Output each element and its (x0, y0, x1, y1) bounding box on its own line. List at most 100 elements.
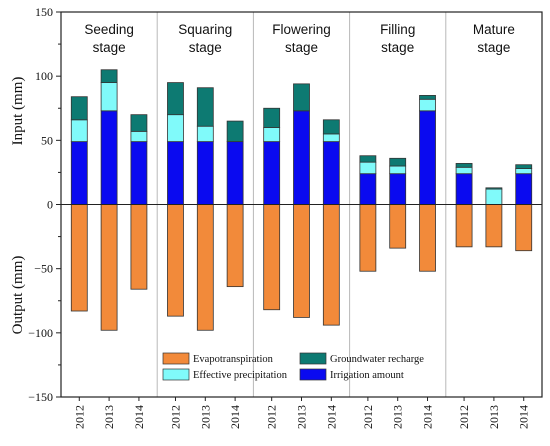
bar-groundwater-recharge (196, 87, 214, 127)
x-tick-label: 2012 (265, 405, 279, 429)
x-tick-label: 2014 (132, 405, 146, 429)
x-tick-label: 2013 (198, 405, 212, 429)
x-tick-label: 2013 (391, 405, 405, 429)
stage-label: Mature (473, 22, 515, 37)
legend-swatch (162, 368, 190, 381)
bar-irrigation-amount (130, 141, 148, 205)
bar-effective-precipitation (130, 130, 148, 143)
bar-effective-precipitation (389, 165, 407, 175)
bar-evapotranspiration (70, 204, 88, 312)
x-tick-label: 2014 (324, 405, 338, 429)
bar-effective-precipitation (322, 133, 340, 143)
bar-groundwater-recharge (167, 82, 184, 116)
bar-evapotranspiration (419, 204, 436, 272)
bar-evapotranspiration (130, 204, 148, 290)
legend: Evapotranspiration Groundwater recharge Ef… (162, 352, 424, 381)
bar-irrigation-amount (100, 110, 118, 205)
bar-effective-precipitation (515, 168, 533, 175)
bar-irrigation-amount (515, 173, 533, 205)
y-tick-label: −50 (34, 262, 53, 276)
x-tick-label: 2014 (228, 405, 242, 429)
stage-label: stage (381, 40, 414, 55)
bar-evapotranspiration (226, 204, 244, 288)
legend-label: Irrigation amount (330, 370, 404, 381)
bar-groundwater-recharge (322, 119, 340, 135)
bar-effective-precipitation (419, 98, 436, 112)
y-tick-label: −150 (28, 390, 53, 404)
bar-effective-precipitation (485, 188, 503, 205)
stage-label: Squaring (178, 22, 232, 37)
stage-label: Seeding (84, 22, 134, 37)
bar-evapotranspiration (100, 204, 118, 331)
bar-groundwater-recharge (293, 83, 310, 112)
bar-evapotranspiration (515, 204, 533, 252)
bar-irrigation-amount (389, 173, 407, 205)
bar-irrigation-amount (293, 110, 310, 205)
bar-irrigation-amount (322, 141, 340, 205)
bar-groundwater-recharge (515, 164, 533, 169)
y-axis-title-output: Output (mm) (10, 256, 26, 335)
bar-groundwater-recharge (419, 95, 436, 100)
legend-swatch (299, 352, 327, 365)
legend-label: Evapotranspiration (193, 354, 274, 365)
stage-labels-layer: Seeding stage Squaring stage Flowering stage F… (84, 22, 515, 55)
bar-effective-precipitation (359, 161, 377, 175)
bar-irrigation-amount (419, 110, 436, 205)
legend-swatch (299, 368, 327, 381)
stage-label: Filling (380, 22, 415, 37)
bar-irrigation-amount (70, 141, 88, 205)
bar-effective-precipitation (455, 166, 473, 175)
bar-evapotranspiration (322, 204, 340, 326)
bar-evapotranspiration (196, 204, 214, 331)
x-tick-label: 2012 (72, 405, 86, 429)
x-tick-label: 2013 (487, 405, 501, 429)
bar-groundwater-recharge (359, 155, 377, 163)
bar-effective-precipitation (196, 125, 214, 143)
bar-irrigation-amount (167, 141, 184, 205)
bar-effective-precipitation (100, 82, 118, 112)
bar-groundwater-recharge (70, 96, 88, 121)
bar-groundwater-recharge (130, 114, 148, 132)
bar-evapotranspiration (167, 204, 184, 317)
x-tick-label: 2012 (168, 405, 182, 429)
y-tick-label: 0 (47, 198, 53, 212)
bar-groundwater-recharge (100, 69, 118, 83)
bar-irrigation-amount (455, 173, 473, 205)
bar-groundwater-recharge (389, 157, 407, 167)
y-tick-label: 150 (35, 5, 53, 19)
legend-label: Effective precipitation (193, 370, 288, 381)
x-tick-label: 2012 (361, 405, 375, 429)
y-tick-label: 50 (41, 133, 53, 147)
bar-effective-precipitation (70, 119, 88, 143)
bar-effective-precipitation (263, 127, 281, 143)
x-tick-label: 2012 (457, 405, 471, 429)
x-tick-label: 2014 (517, 405, 531, 429)
stage-label: stage (93, 40, 126, 55)
bar-evapotranspiration (389, 204, 407, 249)
stage-label: stage (477, 40, 510, 55)
bar-evapotranspiration (359, 204, 377, 272)
bar-groundwater-recharge (485, 187, 503, 190)
legend-swatch (162, 352, 190, 365)
bars-layer (70, 69, 533, 331)
x-tick-label: 2014 (421, 405, 435, 429)
x-tick-label: 2013 (102, 405, 116, 429)
stage-label: stage (285, 40, 318, 55)
bar-groundwater-recharge (455, 163, 473, 168)
bar-evapotranspiration (293, 204, 310, 318)
bar-evapotranspiration (263, 204, 281, 311)
y-tick-label: −100 (28, 326, 53, 340)
bar-irrigation-amount (359, 173, 377, 205)
stage-label: Flowering (272, 22, 331, 37)
bar-irrigation-amount (226, 141, 244, 205)
bar-evapotranspiration (485, 204, 503, 248)
legend-label: Groundwater recharge (330, 354, 424, 365)
y-axis-title-input: Input (mm) (10, 77, 26, 146)
axes-layer: −150 −100 −50 0 50 100 150 2012 2013 2014 2012 2013… (28, 5, 543, 429)
y-tick-label: 100 (35, 69, 53, 83)
x-tick-label: 2013 (295, 405, 309, 429)
bar-irrigation-amount (263, 141, 281, 205)
bar-groundwater-recharge (263, 107, 281, 128)
bar-effective-precipitation (167, 114, 184, 143)
